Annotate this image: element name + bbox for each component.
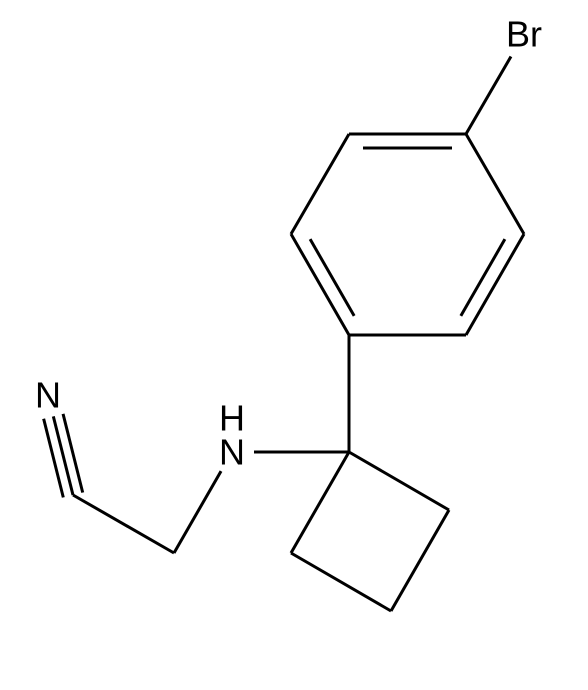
bond-line: [291, 553, 391, 611]
bond-line: [63, 414, 83, 493]
bond-line: [466, 134, 524, 234]
labels-layer: BrNHN: [35, 14, 542, 473]
atom-label-N1-H: H: [219, 398, 245, 439]
bond-line: [466, 234, 524, 335]
bond-line: [73, 495, 174, 553]
atom-label-N2: N: [35, 375, 61, 416]
bonds-layer: [44, 56, 524, 611]
bond-line: [349, 452, 449, 510]
bond-line: [44, 419, 64, 498]
bond-line: [53, 416, 73, 495]
bond-line: [174, 471, 221, 553]
molecule-diagram: BrNHN: [0, 0, 588, 690]
bond-line: [291, 134, 349, 234]
bond-line: [466, 56, 511, 134]
atom-label-Br: Br: [506, 14, 542, 55]
bond-line: [291, 234, 349, 335]
bond-line: [291, 452, 349, 553]
bond-line: [391, 510, 449, 611]
